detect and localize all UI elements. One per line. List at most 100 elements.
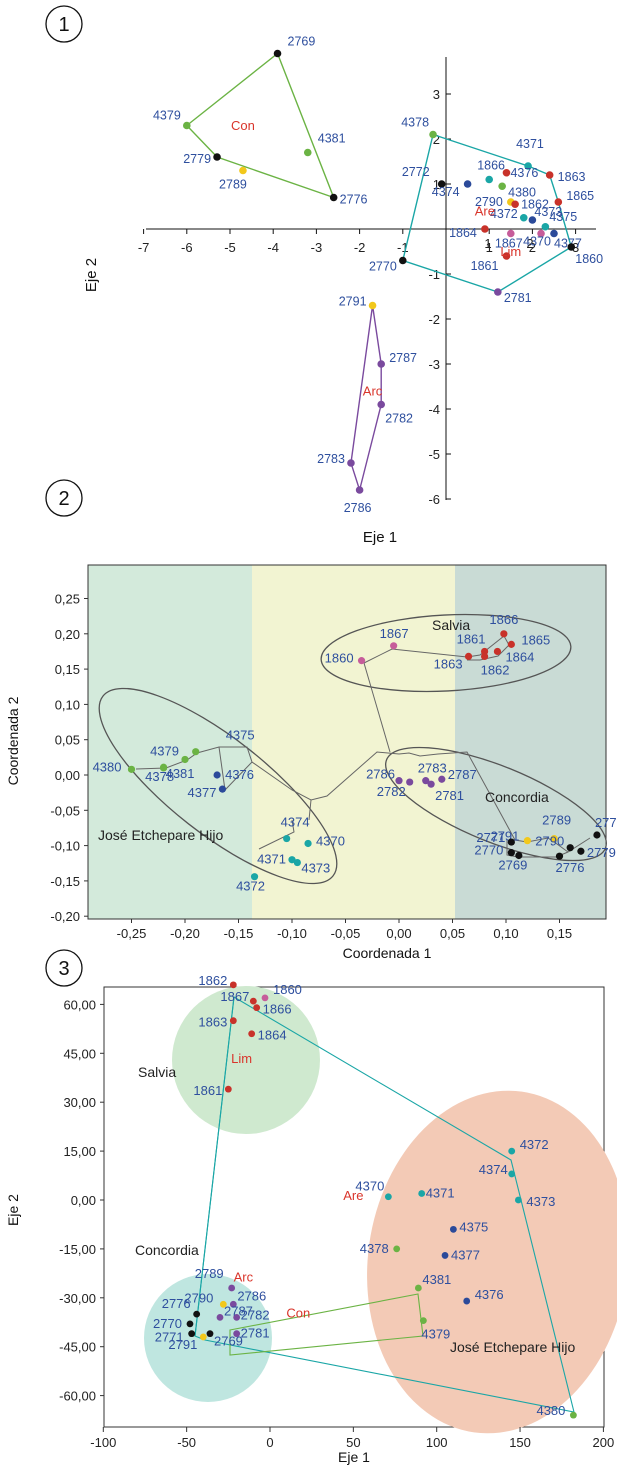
p1-point-1861 (502, 252, 511, 260)
p3-point-2776 (193, 1310, 201, 1318)
p3-point-1863 (229, 1017, 237, 1025)
p2-point-label-2771: 2771 (476, 830, 505, 845)
p2-point-2790 (566, 844, 574, 852)
p2-point-label-4380: 4380 (93, 759, 122, 774)
p1-x-axis-title: Eje 1 (363, 529, 397, 546)
p2-tree-lines-3 (363, 662, 391, 753)
p2-point-4370 (304, 839, 312, 848)
p1-x-tick-label: -3 (311, 240, 323, 255)
p2-point-label-2779: 2779 (587, 845, 616, 860)
p3-x-tick-label: 0 (266, 1435, 273, 1450)
p1-point-2789 (239, 166, 247, 175)
p1-point-2769 (273, 49, 282, 58)
p1-y-tick-label: 2 (433, 132, 440, 147)
p2-y-tick-label: 0,15 (55, 662, 80, 677)
p2-point-2770 (507, 849, 515, 857)
p3-ellipse-jose (367, 1090, 617, 1434)
p1-point-label-4373: 4373 (534, 205, 562, 219)
p3-point-2782 (233, 1313, 241, 1321)
p3-point-label-4372: 4372 (520, 1137, 549, 1152)
p1-point-2787 (377, 360, 386, 368)
p1-group-label: Arc (363, 384, 383, 399)
p1-point-4372 (519, 213, 528, 222)
p2-region-jose: José Etchepare Hijo (98, 827, 224, 843)
p1-y-tick-label: -3 (428, 357, 440, 372)
p3-point-2790 (219, 1300, 227, 1308)
p1-x-tick-label: -5 (224, 240, 236, 255)
p1-point-4377 (550, 229, 558, 238)
panel-number-3: 3 (58, 958, 69, 980)
p2-point-label-1862: 1862 (481, 662, 510, 677)
p2-point-label-4377: 4377 (188, 785, 217, 800)
p1-point-4373 (528, 216, 537, 224)
p3-x-axis-title: Eje 1 (338, 1449, 370, 1465)
p2-y-tick-label: 0,20 (55, 627, 80, 642)
p2-tree-lines-4 (258, 819, 295, 850)
p2-point-label-4378: 4378 (145, 769, 174, 784)
p2-point-label-1865: 1865 (521, 632, 550, 647)
p3-point-4381 (414, 1284, 422, 1292)
p1-point-label-2776: 2776 (340, 193, 368, 207)
p3-y-tick-label: 15,00 (63, 1144, 96, 1159)
p2-point-label-4374: 4374 (281, 815, 310, 830)
p3-point-label-1867: 1867 (220, 989, 249, 1004)
p1-x-tick-label: -1 (397, 240, 409, 255)
p1-point-label-2791: 2791 (339, 295, 367, 309)
p2-point-label-2783: 2783 (418, 761, 447, 776)
p3-point-2791 (199, 1333, 207, 1341)
p1-point-4380 (498, 182, 506, 191)
p3-point-label-4379: 4379 (421, 1327, 450, 1342)
p3-point-label-2771: 2771 (155, 1330, 184, 1345)
p1-point-label-4375: 4375 (549, 210, 577, 224)
p2-point-label-1866: 1866 (489, 612, 518, 627)
p2-point-2783 (422, 777, 430, 785)
p3-y-tick-label: -45,00 (59, 1340, 96, 1355)
p3-point-label-1860: 1860 (273, 982, 302, 997)
p2-point-label-1860: 1860 (325, 651, 354, 666)
p3-point-label-4370: 4370 (355, 1179, 384, 1194)
p1-group-label: Are (475, 204, 495, 219)
p3-point-4380 (569, 1411, 577, 1419)
p3-point-label-4373: 4373 (526, 1194, 555, 1209)
p1-point-label-2783: 2783 (317, 452, 345, 466)
p1-point-2782 (377, 400, 386, 409)
p3-point-2787 (216, 1313, 224, 1321)
p2-point-2776 (555, 852, 564, 860)
p2-point-2782 (406, 778, 414, 786)
p1-y-tick-label: -5 (428, 447, 440, 462)
p3-y-tick-label: 0,00 (71, 1193, 96, 1208)
p3-region-jose: José Etchepare Hijo (450, 1339, 576, 1355)
p2-x-tick-label: -0,20 (170, 926, 200, 941)
p2-point-1865 (507, 640, 515, 648)
p3-point-label-1862: 1862 (198, 973, 227, 988)
p1-point-2791 (368, 301, 377, 310)
p1-point-4375 (541, 222, 550, 231)
p2-point-label-2782: 2782 (377, 784, 406, 799)
p3-x-tick-label: 150 (509, 1435, 531, 1450)
p3-y-tick-label: 30,00 (63, 1095, 96, 1110)
p2-x-tick-label: 0,00 (386, 926, 411, 941)
p3-y-tick-label: 45,00 (63, 1046, 96, 1061)
p3-point-4373 (514, 1196, 522, 1204)
p1-point-2772 (437, 180, 446, 188)
p3-point-label-2791: 2791 (168, 1337, 197, 1352)
p1-point-label-4378: 4378 (401, 116, 429, 130)
p2-point-label-4381: 4381 (166, 766, 195, 781)
p3-point-label-2782: 2782 (241, 1307, 270, 1322)
p1-point-label-2770: 2770 (369, 260, 397, 274)
p1-x-tick-label: 1 (486, 240, 493, 255)
p2-point-4380 (127, 765, 136, 773)
p2-point-4379 (181, 755, 189, 764)
p1-y-tick-label: 3 (433, 87, 440, 102)
p2-tree-lines (135, 746, 569, 853)
p3-point-label-4380: 4380 (536, 1403, 565, 1418)
p2-point-label-2772: 2772 (595, 815, 617, 830)
p3-point-label-2769: 2769 (214, 1334, 243, 1349)
p3-point-1862 (229, 981, 237, 989)
p3-x-tick-label: 200 (593, 1435, 615, 1450)
p2-point-2786 (395, 777, 403, 785)
p2-point-label-4376: 4376 (225, 767, 254, 782)
p2-point-label-2769: 2769 (498, 857, 527, 872)
p2-point-label-2781: 2781 (435, 788, 464, 803)
